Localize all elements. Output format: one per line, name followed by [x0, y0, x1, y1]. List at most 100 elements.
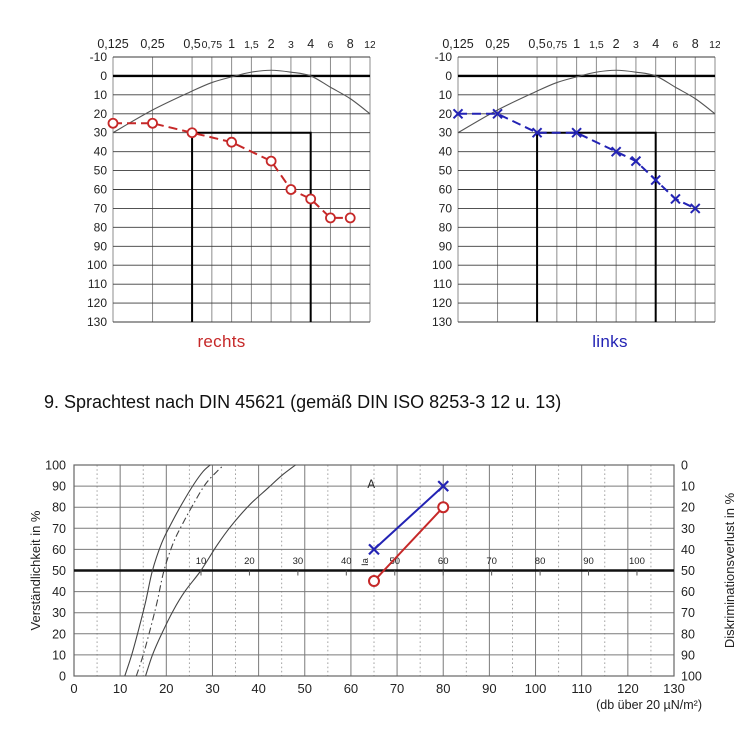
svg-text:20: 20 — [52, 627, 66, 641]
svg-text:110: 110 — [571, 681, 592, 696]
svg-text:0,5: 0,5 — [183, 37, 200, 51]
svg-text:70: 70 — [486, 556, 497, 567]
svg-text:40: 40 — [94, 145, 108, 159]
svg-text:10: 10 — [113, 681, 127, 696]
svg-text:3: 3 — [288, 39, 294, 51]
svg-text:80: 80 — [681, 627, 695, 641]
svg-text:60: 60 — [344, 681, 358, 696]
svg-text:90: 90 — [482, 681, 496, 696]
svg-text:120: 120 — [432, 296, 452, 310]
svg-text:10: 10 — [94, 88, 108, 102]
svg-text:2: 2 — [613, 37, 620, 51]
audiogram-rechts-chart: -10 0 10 20 30 40 50 60 70 80 90 100 110 120 130 0,125 0… — [87, 37, 375, 329]
svg-text:30: 30 — [439, 126, 453, 140]
svg-text:40: 40 — [681, 543, 695, 557]
svg-text:100: 100 — [681, 670, 702, 684]
svg-text:10: 10 — [196, 556, 207, 567]
svg-text:40: 40 — [251, 681, 265, 696]
svg-text:60: 60 — [438, 556, 449, 567]
section-title: 9. Sprachtest nach DIN 45621 (gemäß DIN … — [44, 392, 562, 412]
svg-text:1: 1 — [573, 37, 580, 51]
svg-text:80: 80 — [535, 556, 546, 567]
svg-text:(db über 20 µN/m²): (db über 20 µN/m²) — [596, 698, 702, 712]
svg-text:50: 50 — [681, 564, 695, 578]
svg-text:30: 30 — [293, 556, 304, 567]
svg-text:70: 70 — [94, 201, 108, 215]
svg-text:100: 100 — [629, 556, 645, 567]
svg-text:110: 110 — [433, 277, 452, 291]
audiogram-links: -10 0 10 20 30 40 50 60 70 80 90 100 110 120 130 0,125 0… — [420, 10, 720, 332]
svg-text:90: 90 — [583, 556, 594, 567]
svg-text:50: 50 — [94, 164, 108, 178]
svg-text:0,5: 0,5 — [528, 37, 545, 51]
svg-text:90: 90 — [681, 648, 695, 662]
svg-text:20: 20 — [159, 681, 173, 696]
svg-text:0,25: 0,25 — [140, 37, 164, 51]
svg-text:100: 100 — [45, 459, 66, 473]
svg-text:90: 90 — [94, 239, 108, 253]
svg-text:0: 0 — [681, 459, 688, 473]
svg-text:80: 80 — [439, 220, 453, 234]
svg-text:130: 130 — [432, 315, 452, 329]
svg-text:0: 0 — [100, 69, 107, 83]
svg-text:60: 60 — [681, 585, 695, 599]
svg-text:70: 70 — [390, 681, 404, 696]
audiogram-rechts-caption: rechts — [197, 332, 246, 351]
svg-text:30: 30 — [205, 681, 219, 696]
speech-test: 0 10 20 30 40 50 60 70 80 90 100 110 120 130 (db über … — [20, 438, 745, 732]
svg-text:20: 20 — [94, 107, 108, 121]
svg-text:4: 4 — [307, 37, 314, 51]
svg-text:80: 80 — [94, 220, 108, 234]
svg-text:50: 50 — [298, 681, 312, 696]
svg-text:-10: -10 — [435, 50, 453, 64]
svg-text:0,25: 0,25 — [485, 37, 509, 51]
svg-text:100: 100 — [525, 681, 547, 696]
svg-text:8: 8 — [692, 37, 699, 51]
svg-text:40: 40 — [439, 145, 453, 159]
svg-text:60: 60 — [52, 543, 66, 557]
svg-text:6: 6 — [673, 39, 679, 51]
svg-text:80: 80 — [52, 501, 66, 515]
svg-text:0: 0 — [70, 681, 77, 696]
svg-text:-10: -10 — [90, 50, 108, 64]
svg-text:8: 8 — [347, 37, 354, 51]
audiogram-links-caption: links — [592, 332, 628, 351]
svg-text:50: 50 — [389, 556, 400, 567]
svg-text:20: 20 — [244, 556, 255, 567]
svg-text:1: 1 — [228, 37, 235, 51]
svg-text:0,125: 0,125 — [97, 37, 128, 51]
svg-text:1,5: 1,5 — [589, 39, 604, 51]
svg-text:Verständlichkeit in %: Verständlichkeit in % — [28, 510, 43, 630]
svg-text:70: 70 — [52, 522, 66, 536]
svg-text:1,5: 1,5 — [244, 39, 259, 51]
svg-text:70: 70 — [681, 606, 695, 620]
svg-text:10: 10 — [439, 88, 453, 102]
svg-text:30: 30 — [52, 606, 66, 620]
svg-text:Ia: Ia — [360, 557, 371, 566]
svg-text:50: 50 — [52, 564, 66, 578]
svg-text:Diskriminationsverlust in %: Diskriminationsverlust in % — [722, 492, 737, 648]
svg-text:90: 90 — [439, 239, 453, 253]
svg-text:80: 80 — [436, 681, 450, 696]
svg-text:10: 10 — [681, 480, 695, 494]
audiogram-rechts: -10 0 10 20 30 40 50 60 70 80 90 100 110 120 130 0,125 0… — [75, 10, 375, 332]
svg-text:0,75: 0,75 — [547, 39, 568, 51]
svg-text:120: 120 — [617, 681, 639, 696]
svg-text:110: 110 — [88, 277, 107, 291]
svg-text:6: 6 — [328, 39, 334, 51]
svg-text:0: 0 — [445, 69, 452, 83]
svg-text:20: 20 — [439, 107, 453, 121]
svg-text:40: 40 — [52, 585, 66, 599]
svg-text:20: 20 — [681, 501, 695, 515]
svg-text:0,75: 0,75 — [202, 39, 223, 51]
svg-text:30: 30 — [94, 126, 108, 140]
svg-text:3: 3 — [633, 39, 639, 51]
svg-text:0: 0 — [59, 670, 66, 684]
svg-text:60: 60 — [94, 183, 108, 197]
audiogram-links-chart: -10 0 10 20 30 40 50 60 70 80 90 100 110 120 130 0,125 0… — [432, 37, 720, 329]
svg-text:130: 130 — [663, 681, 685, 696]
svg-text:10: 10 — [52, 648, 66, 662]
svg-text:30: 30 — [681, 522, 695, 536]
svg-text:0,125: 0,125 — [442, 37, 473, 51]
svg-text:A: A — [367, 479, 375, 491]
